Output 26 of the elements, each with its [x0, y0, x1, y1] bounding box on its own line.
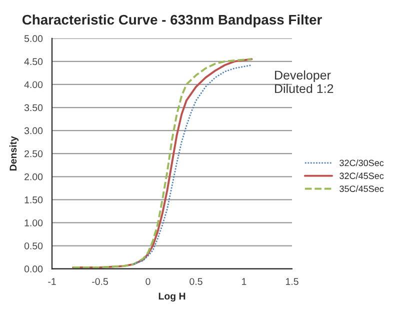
line-series: [132, 64, 252, 265]
chart-title: Characteristic Curve - 633nm Bandpass Filter: [22, 14, 322, 28]
x-tick-label: 1: [242, 278, 246, 285]
legend-label: 32C/30Sec: [340, 160, 384, 166]
y-tick-label: 2.00: [24, 173, 43, 180]
x-tick-label: -1: [48, 278, 56, 285]
legend-label: 35C/45Sec: [340, 185, 384, 192]
y-tick-label: 3.50: [24, 104, 43, 112]
x-tick-label: 0: [146, 278, 150, 285]
line-series: [72, 58, 253, 268]
y-tick-label: 1.00: [24, 219, 43, 226]
legend-label: 32C/45Sec: [340, 172, 384, 180]
y-tick-label: 5.00: [24, 35, 43, 42]
x-tick-label: 1.5: [286, 278, 298, 285]
y-tick-label: 2.50: [24, 150, 43, 158]
y-tick-label: 4.50: [24, 58, 43, 66]
x-tick-label: 0.5: [190, 278, 202, 285]
y-tick-label: 1.50: [24, 196, 43, 204]
x-axis-title: Log H: [158, 292, 186, 302]
y-tick-label: 3.00: [24, 127, 43, 134]
y-axis-title: Density: [9, 136, 18, 171]
y-tick-label: 0.00: [24, 266, 43, 272]
annotation: Developer Diluted 1:2: [275, 70, 334, 94]
y-tick-label: 0.50: [24, 242, 43, 250]
y-tick-label: 4.00: [24, 81, 43, 88]
x-tick-label: -0.5: [92, 278, 108, 285]
